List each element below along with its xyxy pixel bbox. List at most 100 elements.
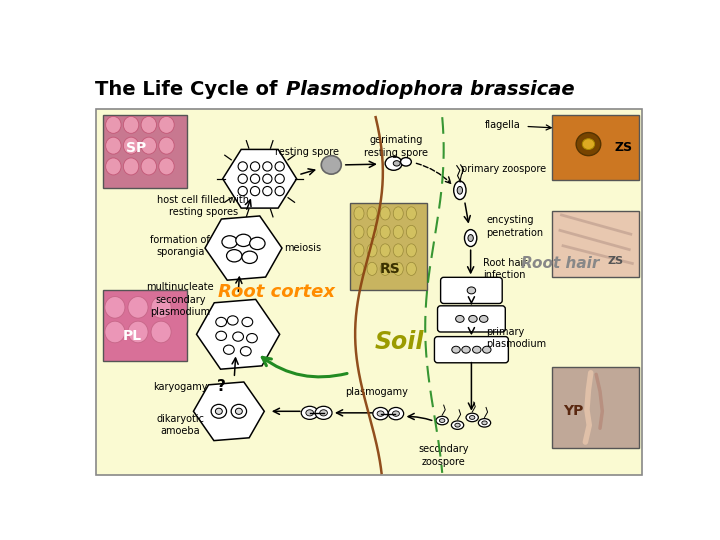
Text: primary zoospore: primary zoospore bbox=[462, 164, 546, 174]
Text: plasmogamy: plasmogamy bbox=[346, 387, 408, 397]
Bar bbox=[104, 115, 186, 188]
Ellipse shape bbox=[451, 346, 460, 353]
Ellipse shape bbox=[106, 158, 121, 175]
Ellipse shape bbox=[105, 296, 125, 318]
Bar bbox=[552, 211, 639, 276]
Ellipse shape bbox=[380, 225, 390, 239]
Ellipse shape bbox=[457, 186, 462, 194]
Ellipse shape bbox=[367, 244, 377, 257]
Ellipse shape bbox=[231, 404, 246, 418]
Ellipse shape bbox=[242, 251, 257, 264]
Ellipse shape bbox=[393, 262, 403, 275]
Ellipse shape bbox=[151, 296, 171, 318]
Ellipse shape bbox=[467, 287, 476, 294]
Ellipse shape bbox=[238, 186, 248, 195]
Text: ?: ? bbox=[217, 379, 226, 394]
Ellipse shape bbox=[159, 137, 174, 154]
Text: multinucleate
secondary
plasmodium: multinucleate secondary plasmodium bbox=[147, 282, 214, 317]
Ellipse shape bbox=[439, 418, 445, 422]
Ellipse shape bbox=[367, 225, 377, 239]
Ellipse shape bbox=[480, 315, 488, 322]
Ellipse shape bbox=[469, 416, 475, 420]
Text: Root hair
infection: Root hair infection bbox=[483, 258, 527, 280]
Ellipse shape bbox=[246, 334, 257, 343]
Text: formation of
sporangia: formation of sporangia bbox=[150, 234, 210, 257]
Ellipse shape bbox=[456, 315, 464, 322]
Text: YP: YP bbox=[563, 404, 583, 418]
Text: host cell filled with
resting spores: host cell filled with resting spores bbox=[158, 194, 249, 217]
Text: resting spore: resting spore bbox=[275, 147, 339, 157]
FancyBboxPatch shape bbox=[438, 306, 505, 332]
Ellipse shape bbox=[469, 315, 477, 322]
Ellipse shape bbox=[227, 249, 242, 262]
Ellipse shape bbox=[392, 411, 400, 416]
Ellipse shape bbox=[406, 225, 416, 239]
Text: gerimating
resting spore: gerimating resting spore bbox=[364, 135, 428, 158]
Ellipse shape bbox=[315, 406, 332, 420]
Ellipse shape bbox=[367, 207, 377, 220]
Ellipse shape bbox=[393, 225, 403, 239]
Ellipse shape bbox=[354, 207, 364, 220]
Ellipse shape bbox=[128, 296, 148, 318]
Text: encysting
penetration: encysting penetration bbox=[486, 215, 543, 238]
Ellipse shape bbox=[216, 318, 227, 327]
Ellipse shape bbox=[251, 162, 260, 171]
Ellipse shape bbox=[235, 234, 251, 247]
Ellipse shape bbox=[373, 408, 388, 420]
Ellipse shape bbox=[380, 262, 390, 275]
Ellipse shape bbox=[216, 331, 227, 340]
Ellipse shape bbox=[240, 347, 251, 356]
Bar bbox=[350, 204, 427, 289]
Ellipse shape bbox=[406, 207, 416, 220]
Ellipse shape bbox=[106, 117, 121, 133]
Ellipse shape bbox=[380, 207, 390, 220]
Ellipse shape bbox=[215, 408, 222, 414]
Ellipse shape bbox=[106, 137, 121, 154]
Text: Plasmodiophora brassicae: Plasmodiophora brassicae bbox=[286, 80, 575, 99]
Text: SP: SP bbox=[126, 141, 147, 155]
Text: dikaryotic
amoeba: dikaryotic amoeba bbox=[156, 414, 204, 436]
Ellipse shape bbox=[400, 158, 411, 166]
Ellipse shape bbox=[233, 332, 243, 341]
Ellipse shape bbox=[123, 137, 139, 154]
Text: meiosis: meiosis bbox=[284, 243, 321, 253]
Ellipse shape bbox=[238, 162, 248, 171]
Text: RS: RS bbox=[380, 262, 401, 276]
Text: ZS: ZS bbox=[614, 141, 632, 154]
Ellipse shape bbox=[354, 225, 364, 239]
Ellipse shape bbox=[123, 158, 139, 175]
Ellipse shape bbox=[393, 207, 403, 220]
Ellipse shape bbox=[275, 186, 284, 195]
Ellipse shape bbox=[472, 346, 481, 353]
Ellipse shape bbox=[482, 421, 487, 425]
Text: karyogamy: karyogamy bbox=[153, 382, 207, 392]
Ellipse shape bbox=[251, 186, 260, 195]
Text: secondary
zoospore: secondary zoospore bbox=[418, 444, 469, 467]
Ellipse shape bbox=[468, 234, 473, 241]
Ellipse shape bbox=[242, 318, 253, 327]
Ellipse shape bbox=[223, 345, 234, 354]
Ellipse shape bbox=[228, 316, 238, 325]
Ellipse shape bbox=[464, 230, 477, 247]
Ellipse shape bbox=[211, 404, 227, 418]
Ellipse shape bbox=[385, 157, 402, 170]
Polygon shape bbox=[205, 216, 282, 280]
Ellipse shape bbox=[478, 418, 490, 427]
FancyBboxPatch shape bbox=[441, 278, 503, 303]
Ellipse shape bbox=[462, 346, 470, 353]
Text: The Life Cycle of: The Life Cycle of bbox=[95, 80, 284, 99]
Ellipse shape bbox=[393, 161, 400, 166]
Ellipse shape bbox=[222, 236, 238, 248]
Text: Root cortex: Root cortex bbox=[218, 283, 335, 301]
Text: ZS: ZS bbox=[608, 256, 624, 266]
Ellipse shape bbox=[455, 423, 460, 427]
Ellipse shape bbox=[454, 181, 466, 200]
Ellipse shape bbox=[141, 158, 156, 175]
Ellipse shape bbox=[263, 186, 272, 195]
Text: Soil: Soil bbox=[375, 330, 425, 354]
Ellipse shape bbox=[380, 244, 390, 257]
Ellipse shape bbox=[367, 262, 377, 275]
Ellipse shape bbox=[105, 321, 125, 343]
Ellipse shape bbox=[466, 413, 478, 422]
Ellipse shape bbox=[128, 321, 148, 343]
